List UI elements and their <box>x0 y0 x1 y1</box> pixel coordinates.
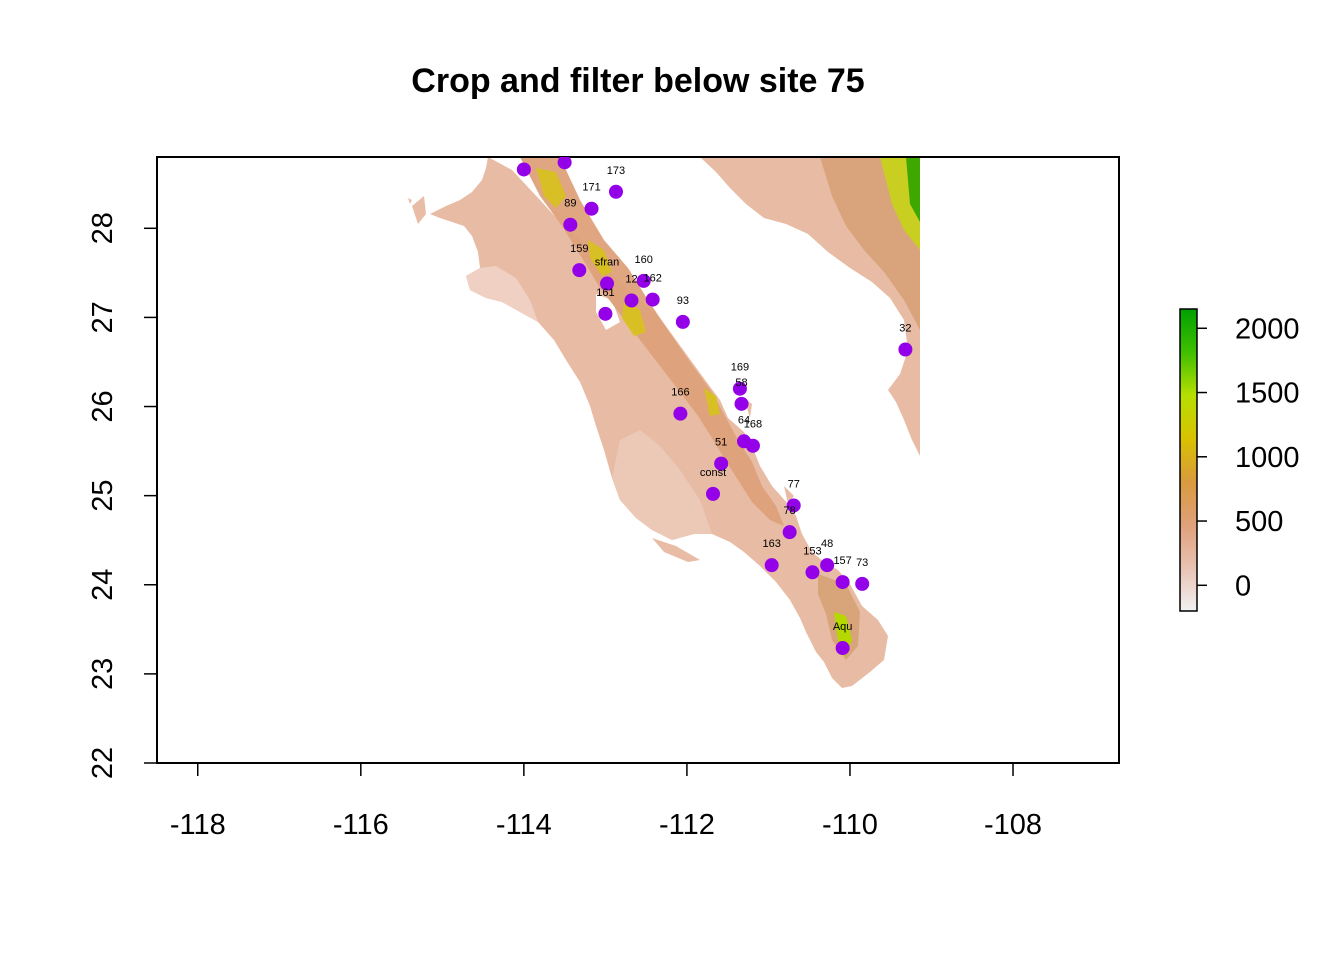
site-label: Aqu <box>833 621 853 633</box>
x-tick-label: -118 <box>170 809 226 841</box>
site-point <box>732 381 747 396</box>
x-tick-label: -110 <box>822 809 878 841</box>
y-tick-label: 22 <box>87 747 119 779</box>
site-point <box>584 201 599 216</box>
site-label: 73 <box>856 557 868 569</box>
site-label: const <box>700 467 726 479</box>
legend-tick-label: 500 <box>1235 506 1283 538</box>
site-point <box>706 486 721 501</box>
x-tick-label: -108 <box>984 809 1042 841</box>
site-point <box>855 576 870 591</box>
site-point <box>563 217 578 232</box>
baja-peninsula <box>430 157 888 688</box>
site-point <box>764 558 779 573</box>
map-title: Crop and filter below site 75 <box>411 62 864 100</box>
site-label: 159 <box>570 243 588 255</box>
site-markers: 173 171 89 159 sfran 160 12 162 161 93 32 169 58 166 6… <box>516 157 913 656</box>
site-label: 163 <box>763 538 781 550</box>
legend-tick-label: 1500 <box>1235 378 1300 410</box>
site-label: 157 <box>833 555 851 567</box>
site-label: 162 <box>643 273 661 285</box>
site-point <box>835 641 850 656</box>
site-label: 168 <box>744 419 762 431</box>
legend-ticks: 0 500 1000 1500 2000 <box>1197 313 1300 602</box>
magdalena-plain <box>612 430 712 540</box>
site-point <box>782 525 797 540</box>
site-point <box>745 438 760 453</box>
x-tick-label: -116 <box>333 809 389 841</box>
site-label: 161 <box>596 287 614 299</box>
site-point <box>786 498 801 513</box>
site-label: sfran <box>595 257 619 269</box>
site-point <box>572 263 587 278</box>
mountain-ridge <box>520 157 784 526</box>
legend-tick-label: 0 <box>1235 570 1251 602</box>
vizcaino-plain <box>466 266 538 322</box>
site-label: 166 <box>671 387 689 399</box>
elevation-legend: 0 500 1000 1500 2000 <box>1179 308 1300 612</box>
site-point <box>636 273 651 288</box>
site-point <box>624 293 639 308</box>
elevation-raster <box>408 157 920 688</box>
site-label: 173 <box>607 165 625 177</box>
site-label: 58 <box>735 377 747 389</box>
sierra-highlands <box>536 168 720 416</box>
site-label: 48 <box>821 538 833 550</box>
site-label: 169 <box>731 362 749 374</box>
legend-tick-label: 2000 <box>1235 313 1300 345</box>
site-point <box>598 306 613 321</box>
x-tick-label: -112 <box>659 809 715 841</box>
y-tick-label: 27 <box>87 301 119 333</box>
site-label: 64 <box>738 414 750 426</box>
site-label: 32 <box>899 322 911 334</box>
site-label: 89 <box>564 198 576 210</box>
x-tick-label: -114 <box>496 809 552 841</box>
site-label: 12 <box>625 273 637 285</box>
site-label: 160 <box>635 254 653 266</box>
legend-colorbar <box>1179 308 1198 612</box>
site-point <box>835 575 850 590</box>
legend-tick-label: 1000 <box>1235 442 1300 474</box>
site-label: 51 <box>715 437 727 449</box>
magdalena-island <box>652 538 700 562</box>
site-point <box>734 396 749 411</box>
site-point <box>820 558 835 573</box>
site-label: 78 <box>784 505 796 517</box>
site-point <box>600 276 615 291</box>
site-point <box>557 157 572 170</box>
site-point <box>714 456 729 471</box>
site-point <box>673 406 688 421</box>
y-tick-label: 28 <box>87 212 119 244</box>
site-point <box>805 565 820 580</box>
site-label: 93 <box>677 295 689 307</box>
y-tick-label: 23 <box>87 658 119 690</box>
y-tick-label: 24 <box>87 569 119 601</box>
site-point <box>898 342 913 357</box>
sierra-madre-peak <box>906 157 920 222</box>
y-tick-label: 26 <box>87 390 119 422</box>
x-axis: -118 -116 -114 -112 -110 -108 <box>170 762 1042 841</box>
site-label: 153 <box>803 545 821 557</box>
site-point <box>675 314 690 329</box>
y-axis: 22 23 24 25 26 27 28 <box>87 212 158 779</box>
site-point <box>516 162 531 177</box>
site-point <box>608 184 623 199</box>
site-point <box>645 292 660 307</box>
site-label: 77 <box>788 478 800 490</box>
y-tick-label: 25 <box>87 480 119 512</box>
site-label: 171 <box>582 182 600 194</box>
